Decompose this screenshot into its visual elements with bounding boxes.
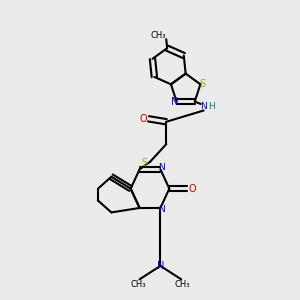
Text: CH₃: CH₃ [130, 280, 146, 289]
Text: O: O [189, 184, 196, 194]
Text: N: N [158, 205, 165, 214]
Text: CH₃: CH₃ [151, 31, 167, 40]
Text: CH₃: CH₃ [175, 280, 190, 289]
Text: H: H [208, 102, 215, 111]
Text: N: N [157, 261, 164, 271]
Text: N: N [158, 163, 165, 172]
Text: N: N [171, 97, 178, 106]
Text: O: O [140, 114, 147, 124]
Text: S: S [199, 79, 205, 89]
Text: S: S [142, 158, 148, 168]
Text: N: N [200, 102, 206, 111]
